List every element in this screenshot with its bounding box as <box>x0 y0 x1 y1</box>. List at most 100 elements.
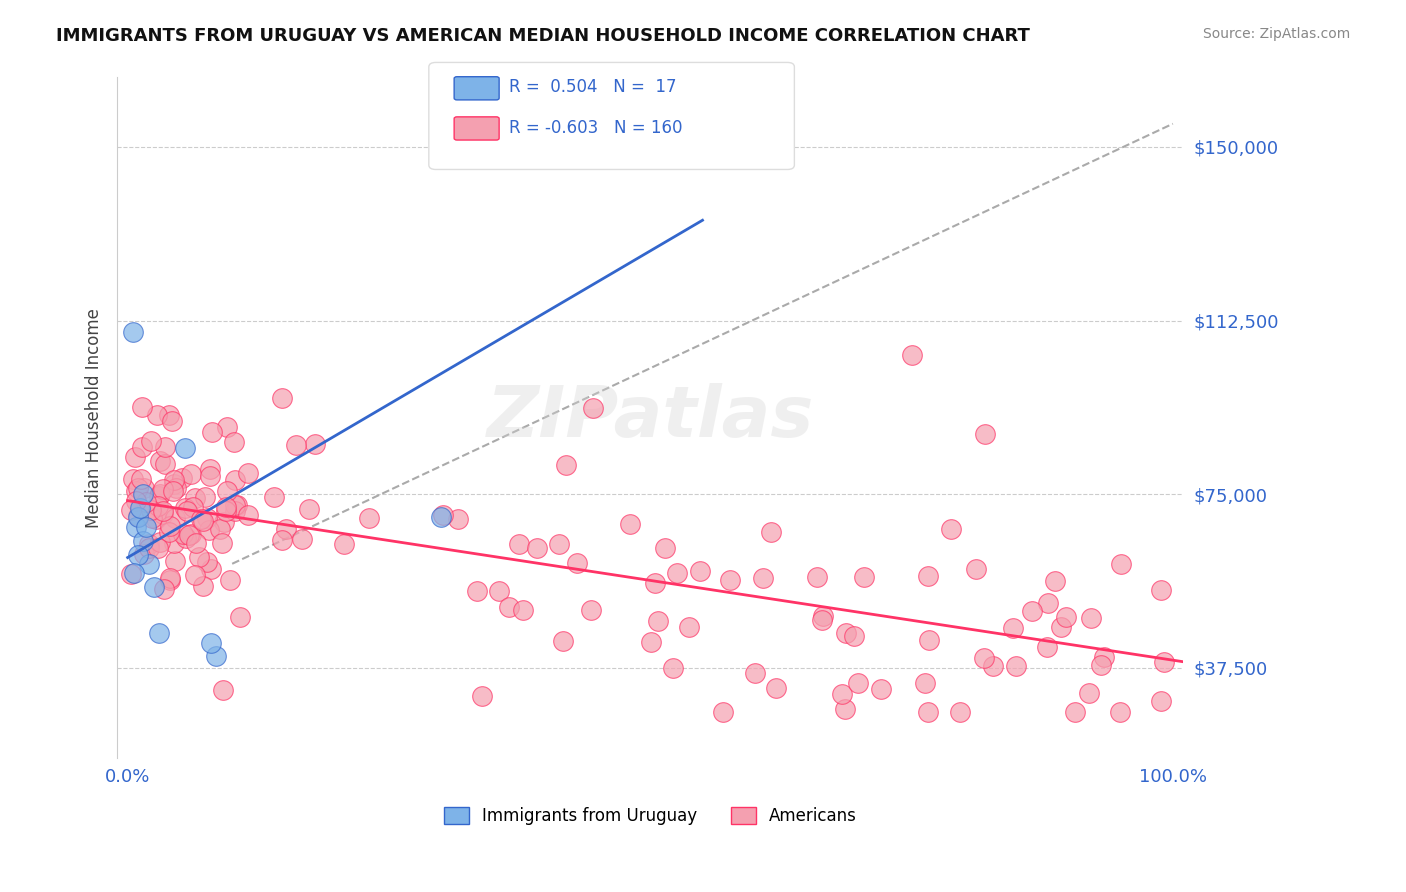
Point <box>548 536 571 550</box>
Point <box>526 541 548 555</box>
Point <box>141 511 163 525</box>
Point <box>212 683 235 698</box>
Point <box>165 510 187 524</box>
Point <box>1108 705 1130 719</box>
Text: IMMIGRANTS FROM URUGUAY VS AMERICAN MEDIAN HOUSEHOLD INCOME CORRELATION CHART: IMMIGRANTS FROM URUGUAY VS AMERICAN MEDI… <box>56 27 1031 45</box>
Point <box>430 510 453 524</box>
Point <box>191 514 214 528</box>
Point <box>120 503 142 517</box>
Point <box>582 401 605 416</box>
Point <box>138 557 160 571</box>
Point <box>134 547 156 561</box>
Point <box>1045 574 1067 588</box>
Point <box>180 467 202 482</box>
Point <box>447 512 470 526</box>
Point <box>498 599 520 614</box>
Point <box>665 566 688 580</box>
Text: Source: ZipAtlas.com: Source: ZipAtlas.com <box>1202 27 1350 41</box>
Point <box>125 484 148 499</box>
Point <box>831 686 853 700</box>
Text: R = -0.603   N = 160: R = -0.603 N = 160 <box>509 120 682 137</box>
Point <box>127 510 149 524</box>
Point <box>148 626 170 640</box>
Legend: Immigrants from Uruguay, Americans: Immigrants from Uruguay, Americans <box>437 800 863 831</box>
Point <box>131 400 153 414</box>
Point <box>172 527 194 541</box>
Point <box>512 602 534 616</box>
Point <box>157 524 180 539</box>
Point <box>135 495 157 509</box>
Point <box>853 570 876 584</box>
Point <box>465 584 488 599</box>
Y-axis label: Median Household Income: Median Household Income <box>86 308 103 528</box>
Point <box>228 610 250 624</box>
Point <box>127 508 149 523</box>
Point <box>159 571 181 585</box>
Point <box>1063 705 1085 719</box>
Point <box>508 537 530 551</box>
Point <box>159 573 181 587</box>
Point <box>759 525 782 540</box>
Point <box>152 504 174 518</box>
Point <box>432 508 454 522</box>
Point <box>172 471 194 485</box>
Point <box>138 541 160 555</box>
Point <box>153 441 176 455</box>
Point <box>162 476 184 491</box>
Point <box>184 536 207 550</box>
Point <box>120 566 142 581</box>
Point <box>949 705 972 719</box>
Point <box>132 533 155 548</box>
Point <box>148 489 170 503</box>
Point <box>939 522 962 536</box>
Point <box>142 580 165 594</box>
Point <box>215 500 238 514</box>
Point <box>195 555 218 569</box>
Point <box>201 425 224 439</box>
Point <box>811 608 834 623</box>
Point <box>173 501 195 516</box>
Point <box>184 568 207 582</box>
Point <box>238 508 260 522</box>
Point <box>157 409 180 423</box>
Point <box>131 440 153 454</box>
Point <box>121 472 143 486</box>
Point <box>284 438 307 452</box>
Point <box>217 483 239 498</box>
Point <box>121 325 143 339</box>
Point <box>122 566 145 580</box>
Point <box>638 117 661 131</box>
Point <box>152 482 174 496</box>
Point <box>981 658 1004 673</box>
Point <box>125 519 148 533</box>
Point <box>132 481 155 495</box>
Point <box>689 564 711 578</box>
Point <box>1005 658 1028 673</box>
Point <box>973 427 995 442</box>
Point <box>488 583 510 598</box>
Point <box>139 434 162 448</box>
Text: R =  0.504   N =  17: R = 0.504 N = 17 <box>509 78 676 96</box>
Point <box>263 490 285 504</box>
Point <box>1001 621 1024 635</box>
Point <box>146 500 169 514</box>
Point <box>174 441 197 455</box>
Point <box>1054 610 1077 624</box>
Point <box>194 491 217 505</box>
Point <box>124 450 146 465</box>
Point <box>176 503 198 517</box>
Point <box>132 487 155 501</box>
Point <box>842 629 865 643</box>
Point <box>190 512 212 526</box>
Point <box>177 528 200 542</box>
Point <box>152 507 174 521</box>
Point <box>270 533 292 548</box>
Point <box>834 702 856 716</box>
Point <box>211 536 233 550</box>
Point <box>917 569 939 583</box>
Point <box>127 481 149 495</box>
Point <box>218 574 240 588</box>
Point <box>153 582 176 597</box>
Point <box>163 553 186 567</box>
Point <box>965 562 987 576</box>
